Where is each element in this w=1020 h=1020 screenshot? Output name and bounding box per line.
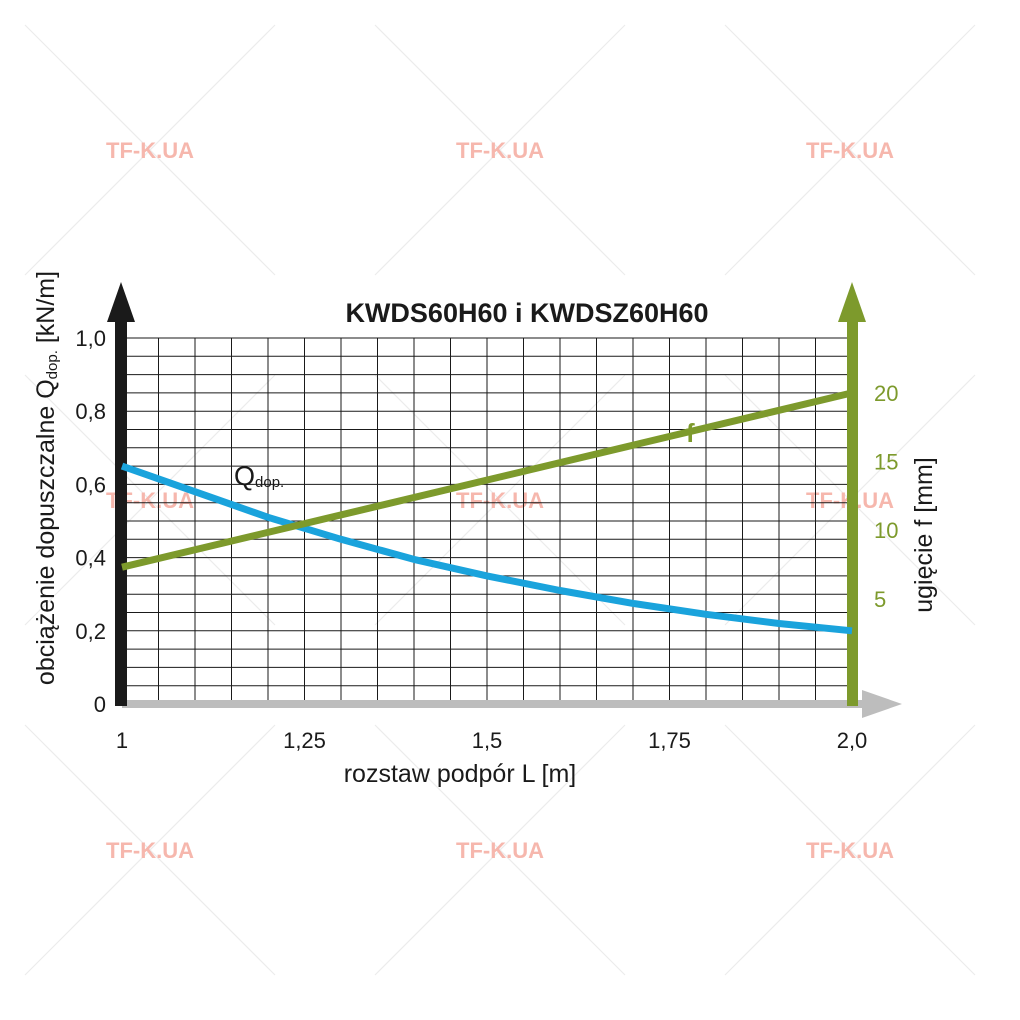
- watermark-line: [374, 24, 626, 276]
- watermark-line: [24, 24, 276, 276]
- y-axis-left-arrow: [107, 282, 135, 322]
- watermark-text: TF-K.UA: [106, 838, 194, 863]
- labels: KWDS60H60 i KWDSZ60H60 rozstaw podpór L …: [32, 271, 938, 788]
- series-line-q: [120, 462, 853, 635]
- y-axis-right-title: ugięcie f [mm]: [910, 457, 938, 613]
- watermark-line: [24, 374, 276, 626]
- y-tick-label-left: 0,4: [75, 546, 106, 571]
- watermark-line: [374, 724, 626, 976]
- x-axis-title: rozstaw podpór L [m]: [344, 760, 577, 788]
- y-tick-label-right: 15: [874, 450, 898, 475]
- watermark-text: TF-K.UA: [456, 488, 544, 513]
- y-tick-label-left: 0,8: [75, 399, 106, 424]
- y-tick-label-left: 0: [94, 692, 106, 717]
- y-axis-right-arrow: [838, 282, 866, 322]
- axes: 1 1,25 1,5 1,75 2,0 0 0,2 0,4 0,6 0,8 1,0 5 10 15 20: [75, 282, 902, 753]
- y-tick-label-right: 10: [874, 518, 898, 543]
- watermark-text: TF-K.UA: [456, 138, 544, 163]
- y-axis-left-title: obciążenie dopuszczalne Qdop. [kN/m]: [32, 271, 61, 685]
- y-tick-label-left: 1,0: [75, 326, 106, 351]
- y-axis-left-line: [115, 310, 127, 706]
- watermark-text: TF-K.UA: [806, 838, 894, 863]
- y-tick-label-right: 20: [874, 381, 898, 406]
- y-tick-label-right: 5: [874, 587, 886, 612]
- x-tick-label: 2,0: [837, 728, 868, 753]
- watermark-line: [24, 724, 276, 976]
- watermark-line: [724, 24, 976, 276]
- y-axis-left-title-unit: [kN/m]: [32, 271, 60, 350]
- series-layer: [120, 389, 853, 635]
- series-line-f: [121, 389, 853, 571]
- x-tick-label: 1,5: [472, 728, 503, 753]
- series-label-q: Qdop.: [234, 461, 284, 491]
- grid: [121, 337, 853, 705]
- y-tick-label-left: 0,6: [75, 472, 106, 497]
- y-axis-right-line: [847, 310, 858, 706]
- watermark-text: TF-K.UA: [806, 138, 894, 163]
- x-tick-label: 1: [116, 728, 128, 753]
- series-label-f: f: [686, 418, 695, 448]
- series-label-q-main: Q: [234, 461, 255, 491]
- x-axis-arrow: [862, 690, 902, 718]
- y-axis-left-title-sub: dop.: [44, 350, 61, 379]
- y-axis-left-title-main: obciążenie dopuszczalne Q: [32, 379, 60, 685]
- watermark-line: [374, 374, 626, 626]
- x-axis-line: [122, 700, 862, 708]
- watermark-line: [724, 724, 976, 976]
- chart-title: KWDS60H60 i KWDSZ60H60: [345, 298, 708, 328]
- watermark-text: TF-K.UA: [456, 838, 544, 863]
- watermark-layer: TF-K.UA TF-K.UA TF-K.UA TF-K.UA TF-K.UA TF-K.…: [24, 24, 976, 976]
- x-tick-label: 1,25: [283, 728, 326, 753]
- watermark-text: TF-K.UA: [106, 138, 194, 163]
- series-label-q-sub: dop.: [255, 474, 284, 491]
- y-tick-label-left: 0,2: [75, 619, 106, 644]
- x-tick-label: 1,75: [648, 728, 691, 753]
